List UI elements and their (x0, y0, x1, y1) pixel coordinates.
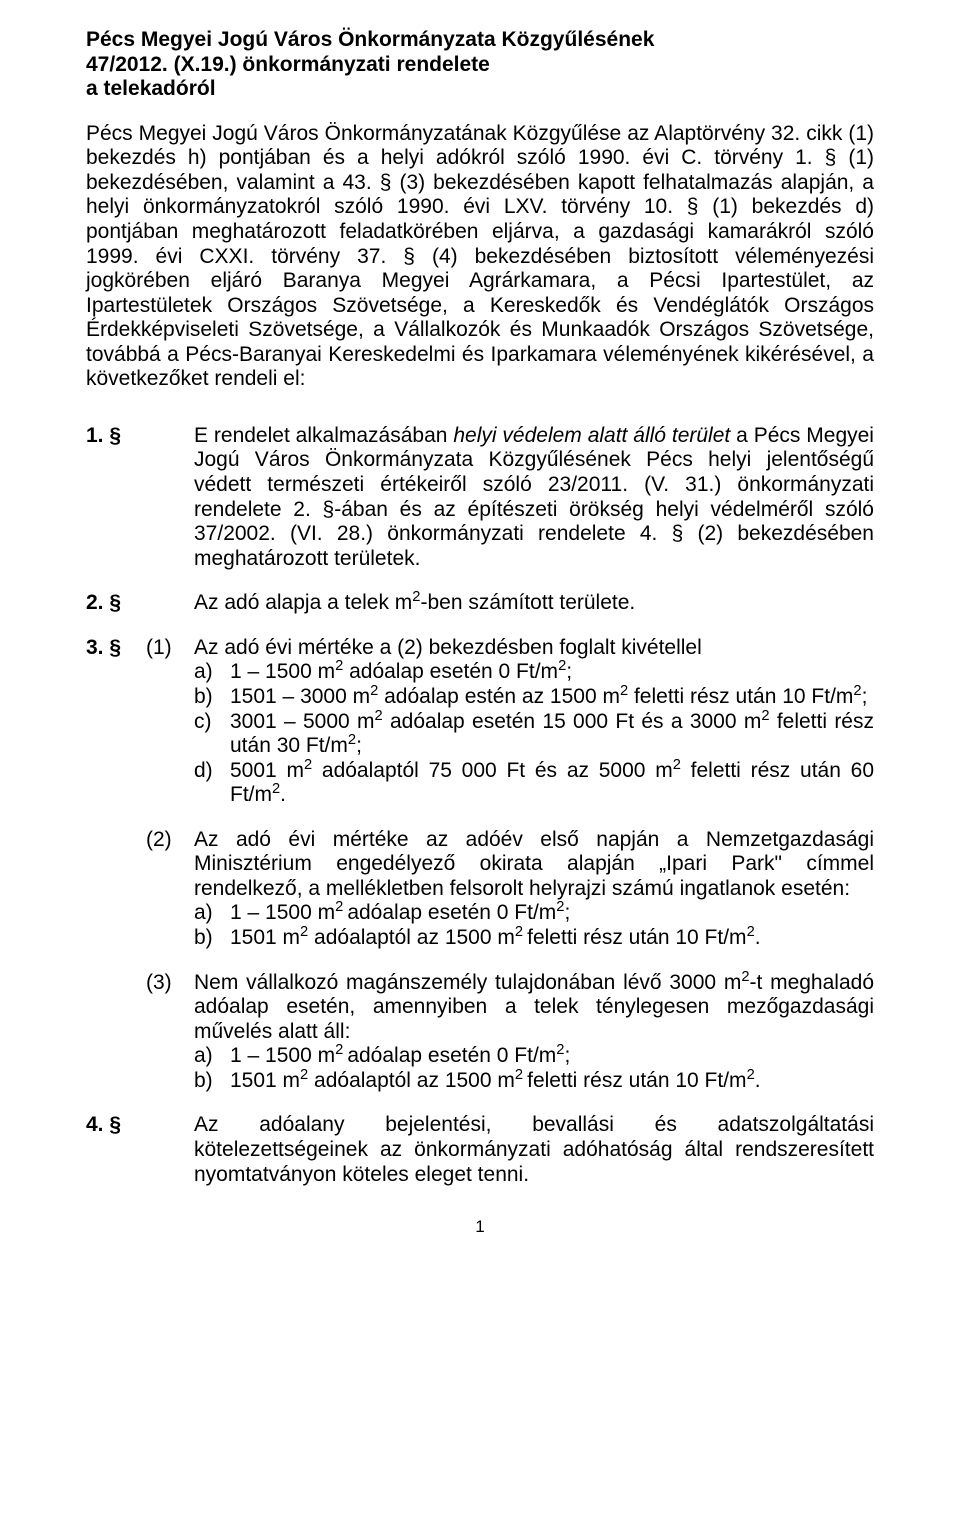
section-body: Nem vállalkozó magánszemély tulajdonában… (194, 971, 874, 1094)
section-number: 3. § (86, 636, 146, 808)
document-title: Pécs Megyei Jogú Város Önkormányzata Köz… (86, 28, 874, 102)
section-2: 2. § Az adó alapja a telek m2-ben számít… (86, 591, 874, 616)
section-4: 4. § Az adóalany bejelentési, bevallási … (86, 1113, 874, 1187)
item-letter: a) (194, 1044, 230, 1069)
section-intro: Az adó évi mértéke az adóév első napján … (194, 828, 874, 902)
item-text: 1501 – 3000 m2 adóalap estén az 1500 m2 … (230, 685, 874, 710)
section-number-empty (86, 971, 146, 1094)
letter-list: a)1 – 1500 m2 adóalap esetén 0 Ft/m2; b)… (194, 1044, 874, 1093)
section-number: 4. § (86, 1113, 146, 1187)
item-letter: b) (194, 926, 230, 951)
section-1: 1. § E rendelet alkalmazásában helyi véd… (86, 424, 874, 571)
item-letter: d) (194, 759, 230, 808)
section-sub: (2) (146, 828, 194, 951)
item-text: 1 – 1500 m2 adóalap esetén 0 Ft/m2; (230, 1044, 874, 1069)
list-item: b)1501 m2 adóalaptól az 1500 m2 feletti … (194, 1069, 874, 1094)
section-3-p1: 3. § (1) Az adó évi mértéke a (2) bekezd… (86, 636, 874, 808)
sections-container: 1. § E rendelet alkalmazásában helyi véd… (86, 424, 874, 1187)
list-item: a)1 – 1500 m2 adóalap esetén 0 Ft/m2; (194, 1044, 874, 1069)
section-sub: (1) (146, 636, 194, 808)
item-text: 3001 – 5000 m2 adóalap esetén 15 000 Ft … (230, 710, 874, 759)
section-body: E rendelet alkalmazásában helyi védelem … (194, 424, 874, 571)
section-body: Az adó alapja a telek m2-ben számított t… (194, 591, 874, 616)
item-text: 5001 m2 adóalaptól 75 000 Ft és az 5000 … (230, 759, 874, 808)
section-body: Az adó évi mértéke az adóév első napján … (194, 828, 874, 951)
list-item: a)1 – 1500 m2 adóalap esetén 0 Ft/m2; (194, 901, 874, 926)
list-item: b)1501 – 3000 m2 adóalap estén az 1500 m… (194, 685, 874, 710)
letter-list: a)1 – 1500 m2 adóalap esetén 0 Ft/m2; b)… (194, 660, 874, 807)
document-page: Pécs Megyei Jogú Város Önkormányzata Köz… (0, 0, 960, 1539)
section-body: Az adóalany bejelentési, bevallási és ad… (194, 1113, 874, 1187)
section-sub-empty (146, 424, 194, 571)
item-text: 1501 m2 adóalaptól az 1500 m2 feletti ré… (230, 1069, 874, 1094)
item-text: 1 – 1500 m2 adóalap esetén 0 Ft/m2; (230, 901, 874, 926)
section-body: Az adó évi mértéke a (2) bekezdésben fog… (194, 636, 874, 808)
section-number-empty (86, 828, 146, 951)
preamble-paragraph: Pécs Megyei Jogú Város Önkormányzatának … (86, 122, 874, 392)
item-letter: a) (194, 901, 230, 926)
title-line-1: Pécs Megyei Jogú Város Önkormányzata Köz… (86, 28, 874, 53)
title-line-3: a telekadóról (86, 77, 874, 102)
item-text: 1 – 1500 m2 adóalap esetén 0 Ft/m2; (230, 660, 874, 685)
section-number: 2. § (86, 591, 146, 616)
section-intro: Az adó évi mértéke a (2) bekezdésben fog… (194, 636, 874, 661)
item-letter: b) (194, 1069, 230, 1094)
item-text: 1501 m2 adóalaptól az 1500 m2 feletti ré… (230, 926, 874, 951)
section-3-p3: (3) Nem vállalkozó magánszemély tulajdon… (86, 971, 874, 1094)
letter-list: a)1 – 1500 m2 adóalap esetén 0 Ft/m2; b)… (194, 901, 874, 950)
item-letter: b) (194, 685, 230, 710)
section-3-p2: (2) Az adó évi mértéke az adóév első nap… (86, 828, 874, 951)
section-sub-empty (146, 591, 194, 616)
item-letter: c) (194, 710, 230, 759)
list-item: d)5001 m2 adóalaptól 75 000 Ft és az 500… (194, 759, 874, 808)
title-line-2: 47/2012. (X.19.) önkormányzati rendelete (86, 53, 874, 78)
section-intro: Nem vállalkozó magánszemély tulajdonában… (194, 971, 874, 1045)
list-item: a)1 – 1500 m2 adóalap esetén 0 Ft/m2; (194, 660, 874, 685)
list-item: c)3001 – 5000 m2 adóalap esetén 15 000 F… (194, 710, 874, 759)
section-sub: (3) (146, 971, 194, 1094)
list-item: b)1501 m2 adóalaptól az 1500 m2 feletti … (194, 926, 874, 951)
section-number: 1. § (86, 424, 146, 571)
item-letter: a) (194, 660, 230, 685)
page-number: 1 (86, 1217, 874, 1237)
section-sub-empty (146, 1113, 194, 1187)
